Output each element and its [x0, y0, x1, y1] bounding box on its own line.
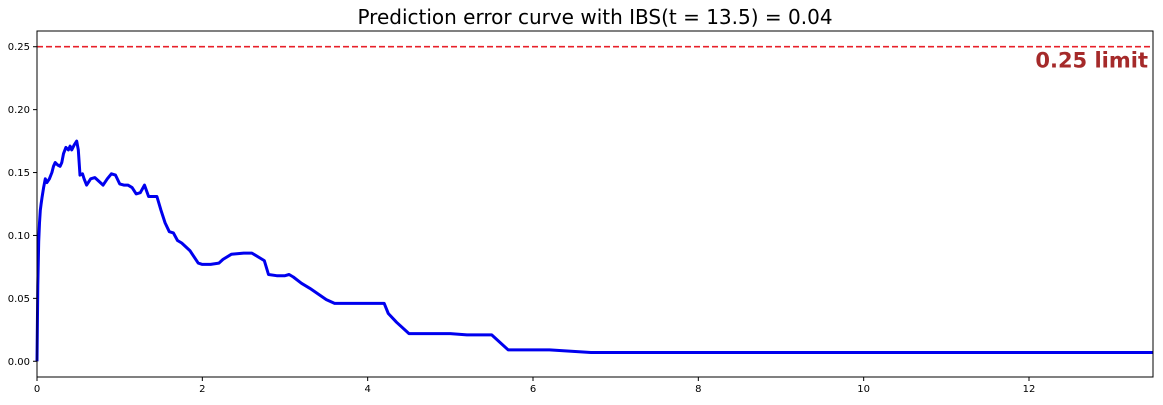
plot-area — [35, 30, 1154, 378]
x-tick-label: 4 — [364, 384, 370, 395]
limit-label: 0.25 limit — [1035, 49, 1148, 73]
chart-title: Prediction error curve with IBS(t = 13.5… — [357, 5, 832, 29]
y-tick-label: 0.20 — [8, 105, 30, 116]
x-tick-label: 6 — [530, 384, 536, 395]
x-tick-label: 2 — [199, 384, 205, 395]
plot-frame — [36, 30, 1154, 378]
y-tick-label: 0.00 — [8, 357, 30, 368]
y-tick-label: 0.10 — [8, 231, 30, 242]
x-tick-label: 8 — [695, 384, 701, 395]
x-tick-label: 0 — [34, 384, 40, 395]
y-axis: 0.00 0.05 0.10 0.15 0.20 0.25 — [8, 42, 37, 368]
y-tick-label: 0.05 — [8, 294, 30, 305]
x-tick-label: 10 — [857, 384, 870, 395]
y-tick-label: 0.25 — [8, 42, 30, 53]
x-axis: 0 2 4 6 8 10 12 — [34, 377, 1036, 395]
series-line-0 — [35, 139, 1153, 362]
x-tick-label: 12 — [1023, 384, 1036, 395]
y-tick-label: 0.15 — [8, 168, 30, 179]
